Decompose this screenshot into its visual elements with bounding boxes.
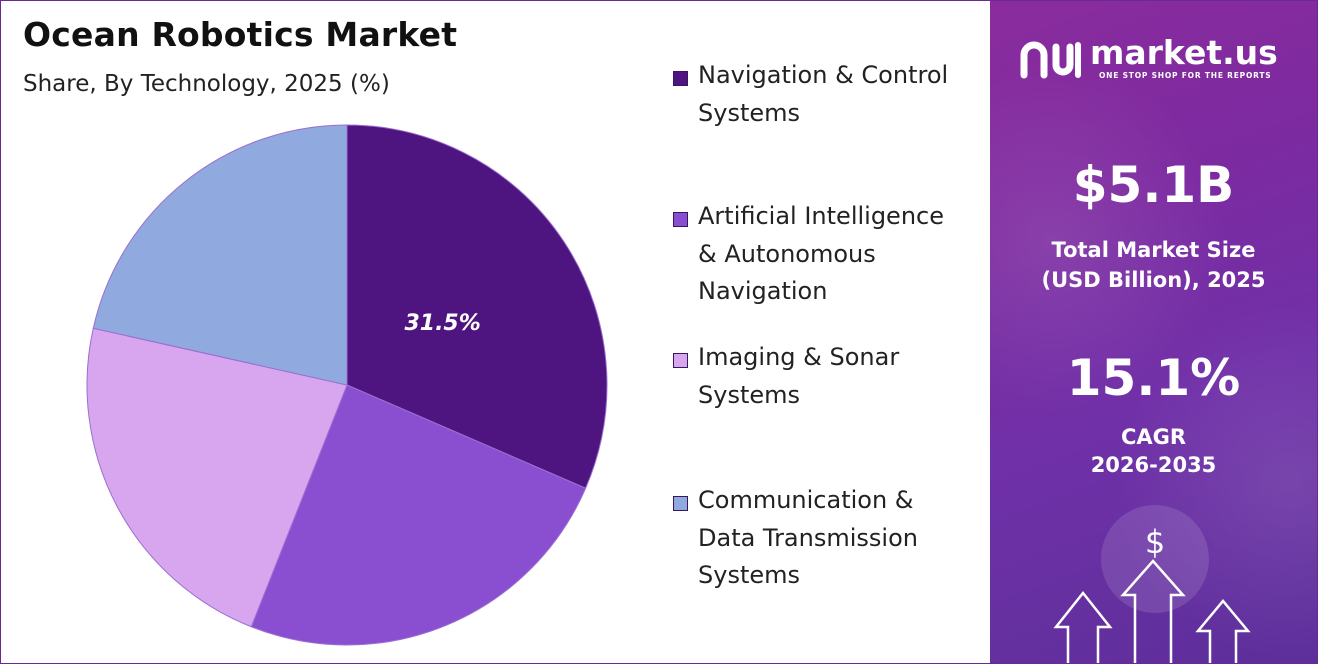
market-us-logo: market.us ONE STOP SHOP FOR THE REPORTS <box>1018 33 1308 95</box>
brand-tagline: ONE STOP SHOP FOR THE REPORTS <box>1099 71 1272 80</box>
market-size-label-unit: (USD Billion), 2025 <box>1041 268 1266 292</box>
pie-slice-communication <box>92 124 348 386</box>
brand-panel: market.us ONE STOP SHOP FOR THE REPORTS … <box>990 1 1317 663</box>
chart-title: Ocean Robotics Market <box>23 15 458 54</box>
chart-panel: Ocean Robotics Market Share, By Technolo… <box>1 1 989 663</box>
legend-swatch <box>673 71 688 86</box>
dollar-icon: $ <box>1145 523 1165 561</box>
arrow-up-icon <box>1053 590 1113 663</box>
market-us-logo-icon <box>1020 41 1081 79</box>
legend-swatch <box>673 353 688 368</box>
legend-label: Imaging & Sonar Systems <box>698 343 900 409</box>
cagr-label: CAGR <box>1120 425 1187 449</box>
arrow-up-icon <box>1120 559 1186 663</box>
cagr-value: 15.1% <box>1066 349 1241 407</box>
cagr-period: 2026-2035 <box>1090 453 1217 477</box>
legend-swatch <box>673 496 688 511</box>
pie-slice-ai-navigation <box>250 384 587 646</box>
pie-slice-navigation-control <box>346 124 608 489</box>
market-size-label: Total Market Size <box>1051 238 1256 262</box>
legend-label: Artificial Intelligence & Autonomous Nav… <box>698 202 944 305</box>
slice-data-label: 31.5% <box>404 311 480 336</box>
legend-swatch <box>673 212 688 227</box>
arrow-up-icon <box>1195 599 1251 663</box>
market-size-value: $5.1B <box>1072 156 1235 214</box>
coin-shape <box>1101 505 1209 613</box>
legend-label: Navigation & Control Systems <box>698 61 949 127</box>
pie-slice-imaging-sonar <box>86 327 348 628</box>
growth-arrows-illustration: $ <box>1053 505 1251 663</box>
chart-subtitle: Share, By Technology, 2025 (%) <box>23 71 390 97</box>
pie-chart: 31.5% <box>86 124 608 646</box>
legend-label: Communication & Data Transmission System… <box>698 486 918 589</box>
brand-name: market.us <box>1090 33 1278 72</box>
